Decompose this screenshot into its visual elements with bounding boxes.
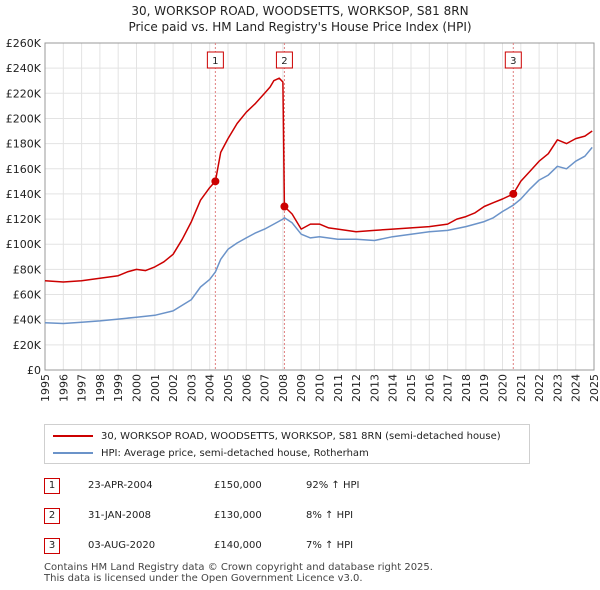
sale-marker-box <box>504 51 522 69</box>
x-tick-label: 2014 <box>387 374 400 402</box>
x-tick-label: 2016 <box>423 374 436 402</box>
legend-item-hpi: HPI: Average price, semi-detached house,… <box>53 445 369 461</box>
transaction-row: 2 31-JAN-2008 £130,000 8% ↑ HPI <box>44 506 444 526</box>
x-tick-label: 2022 <box>533 374 546 402</box>
y-tick-label: £180K <box>6 138 42 151</box>
sale-point <box>280 202 289 211</box>
x-tick-label: 2012 <box>350 374 363 402</box>
legend-swatch-hpi <box>53 452 93 454</box>
transaction-row: 1 23-APR-2004 £150,000 92% ↑ HPI <box>44 476 444 496</box>
x-tick-label: 2013 <box>368 374 381 402</box>
x-tick-label: 1997 <box>76 374 89 402</box>
property-price-line <box>44 77 593 283</box>
sale-marker-box <box>275 51 293 69</box>
x-tick-label: 2003 <box>185 374 198 402</box>
transaction-price: £130,000 <box>214 510 262 521</box>
x-tick-label: 2024 <box>570 374 583 402</box>
hpi-line <box>44 146 593 325</box>
x-tick-label: 2005 <box>222 374 235 402</box>
transaction-date: 03-AUG-2020 <box>88 540 156 551</box>
x-tick-label: 2000 <box>131 374 144 402</box>
y-tick-label: £140K <box>6 188 42 201</box>
y-tick-label: £240K <box>6 62 42 75</box>
y-tick-label: £60K <box>13 289 42 302</box>
price-chart: £0 £20K £40K £60K £80K £100K £120K £140K £160K £1… <box>6 37 600 402</box>
x-tick-label: 2004 <box>204 374 217 402</box>
x-tick-label: 2020 <box>497 374 510 402</box>
sale-marker-label: 3 <box>510 56 516 67</box>
y-tick-label: £220K <box>6 87 42 100</box>
legend-item-property: 30, WORKSOP ROAD, WOODSETTS, WORKSOP, S8… <box>53 428 501 444</box>
chart-legend: 30, WORKSOP ROAD, WOODSETTS, WORKSOP, S8… <box>44 424 530 464</box>
x-tick-label: 2021 <box>515 374 528 402</box>
x-tick-label: 2009 <box>295 374 308 402</box>
transaction-number-badge: 2 <box>44 508 60 524</box>
legend-label-property: 30, WORKSOP ROAD, WOODSETTS, WORKSOP, S8… <box>101 430 501 442</box>
chart-title-line1: 30, WORKSOP ROAD, WOODSETTS, WORKSOP, S8… <box>131 4 469 18</box>
x-tick-label: 2017 <box>442 374 455 402</box>
y-tick-label: £100K <box>6 238 42 251</box>
plot-frame <box>44 42 595 371</box>
transaction-hpi-change: 8% ↑ HPI <box>306 510 354 521</box>
y-tick-label: £20K <box>13 339 42 352</box>
footer-licence: This data is licensed under the Open Gov… <box>44 573 363 584</box>
sale-marker-box <box>206 51 224 69</box>
sale-point <box>211 177 220 186</box>
footer-copyright: Contains HM Land Registry data © Crown c… <box>44 562 433 573</box>
x-tick-label: 1996 <box>57 374 70 402</box>
transaction-date: 31-JAN-2008 <box>88 510 152 521</box>
x-tick-label: 1998 <box>94 374 107 402</box>
x-tick-label: 2008 <box>277 374 290 402</box>
x-tick-label: 2015 <box>405 374 418 402</box>
x-tick-label: 2025 <box>588 374 600 402</box>
x-tick-label: 2006 <box>240 374 253 402</box>
y-tick-label: £0 <box>27 364 41 377</box>
transaction-price: £150,000 <box>214 480 262 491</box>
transaction-hpi-change: 92% ↑ HPI <box>306 480 360 491</box>
x-tick-label: 2011 <box>332 374 345 402</box>
transaction-hpi-change: 7% ↑ HPI <box>306 540 354 551</box>
legend-swatch-property <box>53 435 93 437</box>
y-tick-label: £200K <box>6 112 42 125</box>
chart-title-line2: Price paid vs. HM Land Registry's House … <box>128 20 472 34</box>
y-tick-label: £260K <box>6 37 42 50</box>
transaction-date: 23-APR-2004 <box>88 480 153 491</box>
y-tick-label: £40K <box>13 314 42 327</box>
x-tick-label: 2023 <box>551 374 564 402</box>
legend-label-hpi: HPI: Average price, semi-detached house,… <box>101 447 369 459</box>
transaction-price: £140,000 <box>214 540 262 551</box>
y-tick-label: £80K <box>13 263 42 276</box>
sale-marker-label: 2 <box>281 56 287 67</box>
x-tick-label: 2018 <box>460 374 473 402</box>
x-tick-label: 2001 <box>149 374 162 402</box>
x-tick-label: 2019 <box>478 374 491 402</box>
sale-point <box>509 189 518 198</box>
y-tick-label: £160K <box>6 163 42 176</box>
y-tick-label: £120K <box>6 213 42 226</box>
sale-marker-label: 1 <box>212 56 218 67</box>
x-tick-label: 2002 <box>167 374 180 402</box>
transaction-number-badge: 1 <box>44 478 60 494</box>
transaction-row: 3 03-AUG-2020 £140,000 7% ↑ HPI <box>44 536 444 556</box>
transaction-number-badge: 3 <box>44 538 60 554</box>
x-tick-label: 1999 <box>112 374 125 402</box>
x-tick-label: 1995 <box>39 374 52 402</box>
x-tick-label: 2010 <box>314 374 327 402</box>
x-tick-label: 2007 <box>259 374 272 402</box>
